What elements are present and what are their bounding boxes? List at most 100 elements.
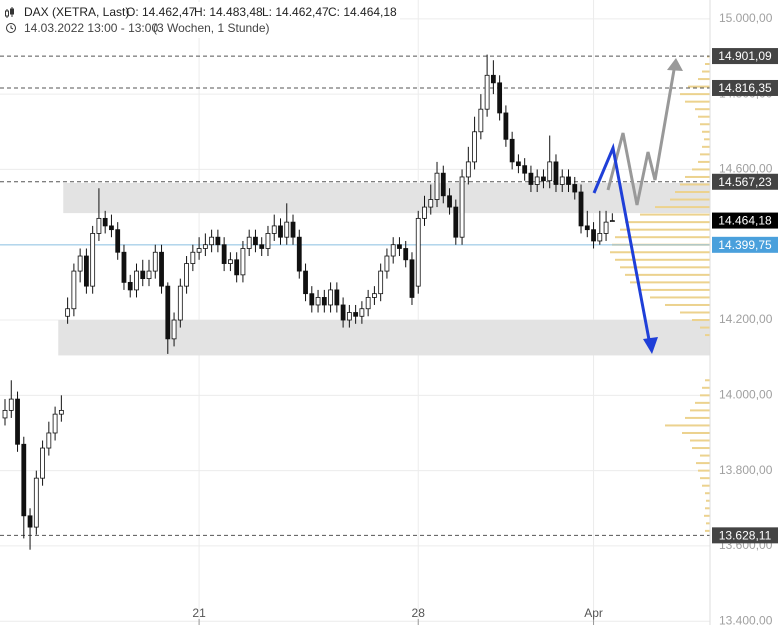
volume-profile-bar: [702, 145, 710, 148]
volume-profile-bar: [700, 153, 710, 156]
candle-body: [27, 515, 33, 528]
candle-body: [202, 244, 208, 249]
candle-body: [40, 447, 45, 479]
volume-profile-bar: [702, 130, 710, 133]
candle-body: [566, 176, 571, 185]
volume-profile-bar: [704, 138, 710, 141]
y-tick-label: 14.000,00: [719, 388, 773, 402]
volume-profile-bar: [702, 484, 710, 487]
candle-body: [127, 281, 133, 291]
candle-body: [290, 221, 296, 238]
candle-body: [228, 259, 233, 264]
volume-profile-bar: [702, 70, 710, 73]
volume-profile-bar: [700, 326, 710, 329]
x-tick-label: 28: [412, 606, 426, 620]
volume-profile-bar: [700, 454, 710, 457]
candle-body: [184, 263, 189, 287]
volume-profile-bar: [704, 514, 710, 517]
blue-arrow: [592, 142, 652, 346]
header-period: (3 Wochen, 1 Stunde): [153, 21, 270, 35]
header-low: L: 14.462,47: [262, 5, 329, 19]
candle-body: [340, 304, 346, 321]
volume-profile-bar: [692, 168, 710, 171]
volume-profile-bar: [698, 78, 710, 81]
volume-profile-bar: [700, 123, 710, 126]
level-label: 14.901,09: [718, 49, 772, 63]
candle-body: [534, 176, 540, 185]
candle-body: [497, 82, 503, 114]
header-date: 14.03.2022 13:00 - 13:00: [24, 21, 158, 35]
candle-body: [447, 195, 452, 208]
level-label-box: [712, 212, 778, 229]
volume-profile-bar: [675, 191, 710, 194]
price-axis-bg: [710, 0, 780, 625]
candle-body: [434, 172, 440, 200]
volume-profile-bar: [665, 424, 710, 427]
level-label: 14.567,23: [718, 175, 772, 189]
level-label-box: [712, 48, 778, 65]
y-tick-label: 13.400,00: [719, 613, 773, 625]
candle-body: [58, 409, 64, 415]
volume-profile-bar: [698, 160, 710, 163]
blue-arrow-head: [643, 337, 658, 354]
scenario-arrows: [592, 58, 683, 354]
candle-body: [165, 285, 171, 340]
candle-body: [509, 138, 515, 163]
volume-profile-bar: [615, 258, 710, 261]
header: DAX (XETRA, Last) O: 14.462,47 H: 14.483…: [0, 2, 400, 38]
volume-profile-bar: [702, 386, 710, 389]
candle-body: [246, 236, 252, 249]
candle-body: [503, 112, 509, 140]
candle-body: [109, 225, 114, 231]
header-close: C: 14.464,18: [328, 5, 397, 19]
candle-body: [77, 255, 83, 272]
candle-body: [303, 270, 308, 295]
candle-body: [215, 236, 221, 246]
volume-profile-bar: [650, 296, 710, 299]
volume-profile-bar: [680, 311, 710, 314]
candle-body: [328, 289, 333, 306]
volume-profile-bar: [680, 93, 710, 96]
candle-body: [353, 312, 359, 317]
candle-body: [390, 244, 396, 257]
header-title: DAX (XETRA, Last): [24, 5, 129, 19]
candle-body: [597, 233, 603, 242]
candle-body: [52, 413, 58, 434]
volume-profile-bar: [695, 401, 710, 404]
candle-body: [259, 244, 265, 249]
level-label: 14.816,35: [718, 81, 772, 95]
candle-body: [152, 251, 158, 272]
level-label-box: [712, 79, 778, 96]
candle-body: [65, 308, 71, 317]
volume-profile-bar: [705, 529, 710, 532]
price-zone: [63, 182, 711, 214]
candle-body: [15, 398, 20, 445]
volume-profile-bar: [690, 439, 710, 442]
candle-body: [453, 206, 459, 238]
candle-body: [146, 270, 152, 280]
candle-body: [403, 248, 409, 261]
volume-profile-bar: [620, 266, 710, 269]
volume-profile-bar: [625, 273, 710, 276]
marks-layer: [2, 54, 615, 550]
candle-body: [384, 255, 390, 272]
candle-body: [190, 251, 196, 264]
candle-body: [309, 293, 315, 306]
level-label-box: [712, 236, 778, 253]
candle-body: [484, 74, 490, 110]
candle-body: [296, 236, 302, 272]
candle-body: [359, 308, 365, 317]
level-label: 14.464,18: [718, 214, 772, 228]
y-tick-label: 14.600,00: [719, 162, 773, 176]
candle-body: [284, 221, 290, 238]
candle-body: [234, 259, 240, 276]
header-open: O: 14.462,47: [126, 5, 196, 19]
volume-profile-bar: [610, 251, 710, 254]
volume-profile-bar: [706, 499, 710, 502]
candle-body: [422, 206, 427, 219]
candle-body: [278, 225, 283, 238]
candle-body: [465, 161, 471, 178]
axis-layer: 13.400,0013.600,0013.800,0014.000,0014.2…: [712, 11, 778, 627]
candle-body: [472, 131, 477, 163]
